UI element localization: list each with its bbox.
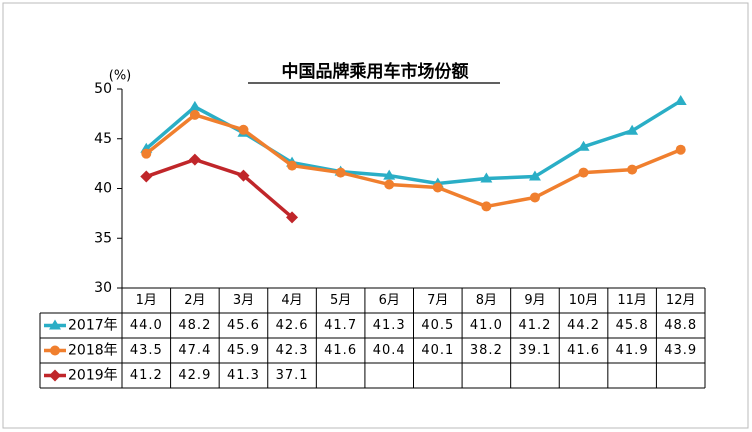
x-tick-label: 6月 xyxy=(379,293,400,308)
table-value: 43.9 xyxy=(664,343,697,358)
point xyxy=(237,169,250,182)
table-value: 41.6 xyxy=(324,343,357,358)
point xyxy=(141,148,152,159)
table-value: 45.6 xyxy=(227,318,260,333)
point xyxy=(140,170,153,183)
point xyxy=(188,100,201,111)
y-tick-label: 45 xyxy=(94,131,112,147)
point xyxy=(674,94,687,105)
y-tick-label: 40 xyxy=(94,181,112,197)
y-axis-label: (%) xyxy=(109,69,132,84)
table-value: 42.9 xyxy=(178,368,211,383)
table-value: 39.1 xyxy=(518,343,551,358)
table-value: 42.6 xyxy=(276,318,309,333)
x-tick-label: 8月 xyxy=(476,293,497,308)
table-value: 41.3 xyxy=(373,318,406,333)
point xyxy=(627,164,638,175)
x-tick-label: 3月 xyxy=(233,293,254,308)
x-tick-label: 12月 xyxy=(666,293,696,308)
chart-title: 中国品牌乘用车市场份额 xyxy=(282,61,469,82)
table-value: 45.9 xyxy=(227,343,260,358)
point xyxy=(577,140,590,151)
legend-marker xyxy=(49,319,61,330)
table-value: 47.4 xyxy=(178,343,211,358)
x-tick-label: 5月 xyxy=(330,293,351,308)
point xyxy=(287,160,298,171)
table-value: 44.2 xyxy=(567,318,600,333)
table-value: 38.2 xyxy=(470,343,503,358)
y-tick-label: 50 xyxy=(94,81,112,97)
table-value: 48.2 xyxy=(178,318,211,333)
table-value: 40.1 xyxy=(421,343,454,358)
point xyxy=(578,167,589,178)
series-line xyxy=(145,157,294,219)
series-line xyxy=(145,112,682,209)
table-value: 43.5 xyxy=(130,343,163,358)
table-value: 41.0 xyxy=(470,318,503,333)
x-tick-label: 10月 xyxy=(569,293,599,308)
x-tick-label: 11月 xyxy=(617,293,647,308)
x-tick-label: 4月 xyxy=(281,293,302,308)
y-tick-label: 30 xyxy=(94,280,112,296)
legend-marker xyxy=(49,369,61,382)
point xyxy=(383,169,396,180)
x-tick-label: 7月 xyxy=(427,293,448,308)
table-value: 41.6 xyxy=(567,343,600,358)
x-tick-label: 1月 xyxy=(136,293,157,308)
table-value: 41.3 xyxy=(227,368,260,383)
point xyxy=(529,192,540,203)
point xyxy=(238,124,249,135)
table-value: 41.2 xyxy=(130,368,163,383)
legend-marker xyxy=(50,345,60,356)
point xyxy=(286,211,299,224)
point xyxy=(189,109,200,120)
x-tick-label: 2月 xyxy=(184,293,205,308)
point xyxy=(384,179,395,190)
point xyxy=(432,182,443,193)
table-value: 37.1 xyxy=(276,368,309,383)
table-value: 41.9 xyxy=(616,343,649,358)
table-value: 40.4 xyxy=(373,343,406,358)
table-value: 41.2 xyxy=(518,318,551,333)
table-value: 45.8 xyxy=(616,318,649,333)
table-value: 41.7 xyxy=(324,318,357,333)
point xyxy=(528,170,541,181)
table-value: 42.3 xyxy=(276,343,309,358)
table-value: 48.8 xyxy=(664,318,697,333)
point xyxy=(675,144,686,155)
point xyxy=(335,167,346,178)
legend-label: 2019年 xyxy=(68,368,118,384)
y-tick-label: 35 xyxy=(94,230,112,246)
legend-label: 2017年 xyxy=(68,318,118,334)
point xyxy=(480,172,493,183)
table-value: 44.0 xyxy=(130,318,163,333)
table-value: 40.5 xyxy=(421,318,454,333)
point xyxy=(481,201,492,212)
legend-label: 2018年 xyxy=(68,343,118,359)
x-tick-label: 9月 xyxy=(524,293,545,308)
point xyxy=(188,153,201,166)
point xyxy=(626,124,639,135)
